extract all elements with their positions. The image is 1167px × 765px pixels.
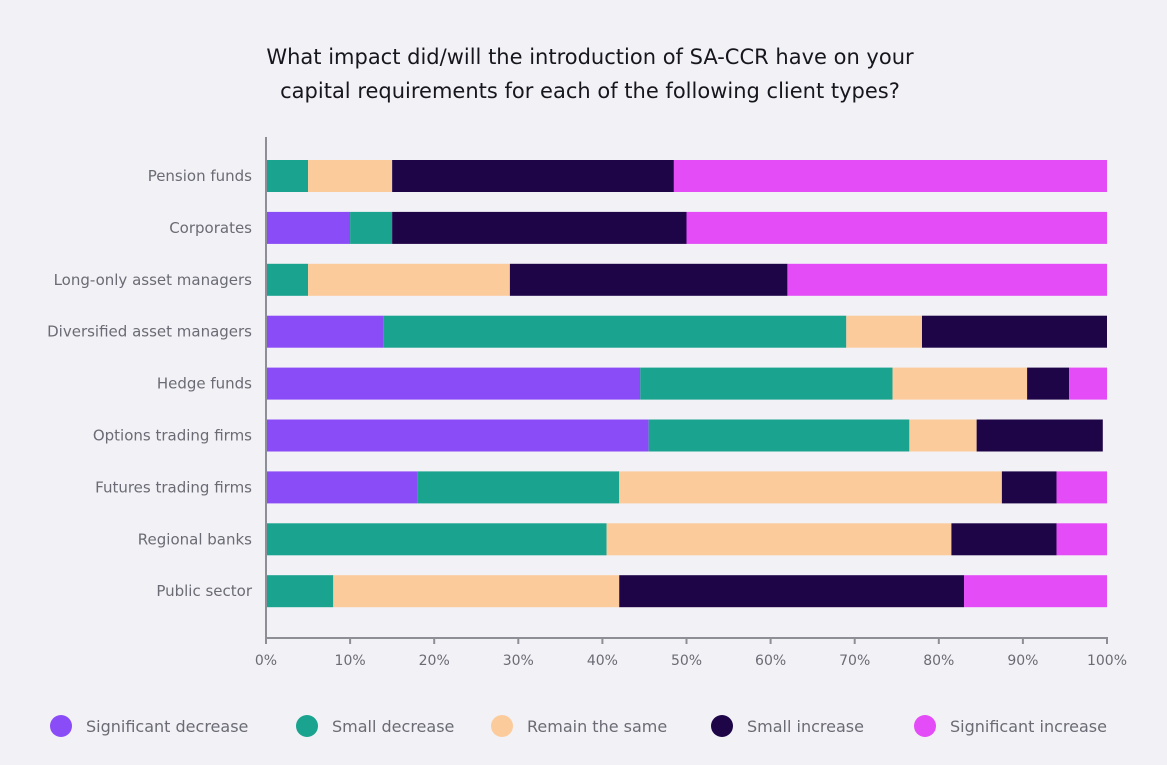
legend-label: Significant decrease: [86, 716, 249, 736]
legend-swatch: [50, 715, 72, 737]
x-tick-label: 80%: [923, 653, 954, 669]
bar-diversified-asset-managers-small-decrease: [383, 315, 847, 348]
category-label: Long-only asset managers: [54, 271, 253, 289]
bar-public-sector-significant-increase: [964, 575, 1107, 608]
bar-pension-funds-significant-increase: [673, 160, 1107, 192]
bar-corporates-small-increase: [392, 211, 687, 244]
legend-swatch: [491, 715, 513, 737]
bar-regional-banks-small-decrease: [266, 523, 607, 556]
bar-diversified-asset-managers-remain-the-same: [846, 315, 922, 348]
bar-hedge-funds-small-decrease: [640, 367, 893, 400]
x-tick-label: 20%: [419, 653, 450, 669]
legend-swatch: [711, 715, 733, 737]
bar-regional-banks-small-increase: [951, 523, 1057, 556]
bar-regional-banks-significant-increase: [1056, 523, 1107, 556]
legend-label: Remain the same: [527, 716, 668, 736]
category-label: Regional banks: [138, 530, 252, 548]
bar-long-only-asset-managers-small-decrease: [266, 263, 309, 296]
bar-regional-banks-remain-the-same: [606, 523, 952, 556]
bar-corporates-significant-increase: [686, 211, 1107, 244]
bar-long-only-asset-managers-significant-increase: [787, 263, 1107, 296]
legend-swatch: [914, 715, 936, 737]
bar-public-sector-remain-the-same: [333, 575, 620, 608]
x-tick-label: 70%: [839, 653, 870, 669]
legend-label: Significant increase: [950, 716, 1107, 736]
bar-public-sector-small-increase: [619, 575, 965, 608]
bar-futures-trading-firms-small-decrease: [417, 471, 620, 504]
category-label: Corporates: [169, 219, 252, 237]
x-tick-label: 90%: [1007, 653, 1038, 669]
legend-label: Small increase: [747, 716, 864, 736]
bar-long-only-asset-managers-small-increase: [509, 263, 788, 296]
x-tick-label: 60%: [755, 653, 786, 669]
chart-title-line-1: What impact did/will the introduction of…: [266, 45, 914, 69]
legend-item-remain-the-same: Remain the same: [491, 710, 667, 742]
category-label: Futures trading firms: [95, 478, 252, 496]
category-label: Diversified asset managers: [47, 323, 252, 341]
x-tick-label: 40%: [587, 653, 618, 669]
x-tick-label: 100%: [1087, 653, 1127, 669]
bar-pension-funds-small-decrease: [266, 160, 309, 192]
legend-label: Small decrease: [332, 716, 455, 736]
bar-futures-trading-firms-significant-increase: [1056, 471, 1107, 504]
bar-hedge-funds-remain-the-same: [892, 367, 1028, 400]
category-label: Options trading firms: [93, 427, 252, 445]
bar-diversified-asset-managers-significant-decrease: [266, 315, 384, 348]
bar-hedge-funds-significant-increase: [1069, 367, 1107, 400]
bar-futures-trading-firms-remain-the-same: [619, 471, 1002, 504]
x-tick-label: 50%: [671, 653, 702, 669]
bar-pension-funds-remain-the-same: [308, 160, 393, 192]
bar-diversified-asset-managers-small-increase: [921, 315, 1107, 348]
bar-futures-trading-firms-significant-decrease: [266, 471, 418, 504]
stacked-bar-chart: Pension funds Corporates Long-only asset m…: [47, 137, 1127, 669]
x-tick-label: 10%: [335, 653, 366, 669]
bar-hedge-funds-significant-decrease: [266, 367, 641, 400]
bar-hedge-funds-small-increase: [1027, 367, 1070, 400]
legend-item-significant-decrease: Significant decrease: [50, 710, 248, 742]
bar-options-trading-firms-remain-the-same: [909, 419, 977, 452]
chart-title-line-2: capital requirements for each of the fol…: [280, 79, 900, 103]
category-label: Hedge funds: [157, 375, 252, 393]
x-tick-label: 30%: [503, 653, 534, 669]
chart-title: What impact did/will the introduction of…: [0, 40, 1167, 108]
bar-long-only-asset-managers-remain-the-same: [308, 263, 510, 296]
category-label: Public sector: [156, 582, 253, 600]
legend-item-small-increase: Small increase: [711, 710, 864, 742]
bar-public-sector-small-decrease: [266, 575, 334, 608]
category-label: Pension funds: [148, 167, 252, 185]
bar-futures-trading-firms-small-increase: [1001, 471, 1057, 504]
legend-item-significant-increase: Significant increase: [914, 710, 1107, 742]
bar-pension-funds-small-increase: [392, 160, 674, 192]
bar-options-trading-firms-small-decrease: [648, 419, 910, 452]
bar-corporates-significant-decrease: [266, 211, 351, 244]
legend-item-small-decrease: Small decrease: [296, 710, 454, 742]
x-tick-label: 0%: [255, 653, 277, 669]
chart-legend: Significant decrease Small decrease Remain…: [0, 710, 1167, 742]
bar-corporates-small-decrease: [350, 211, 393, 244]
bar-options-trading-firms-significant-decrease: [266, 419, 649, 452]
bar-options-trading-firms-small-increase: [976, 419, 1103, 452]
legend-swatch: [296, 715, 318, 737]
